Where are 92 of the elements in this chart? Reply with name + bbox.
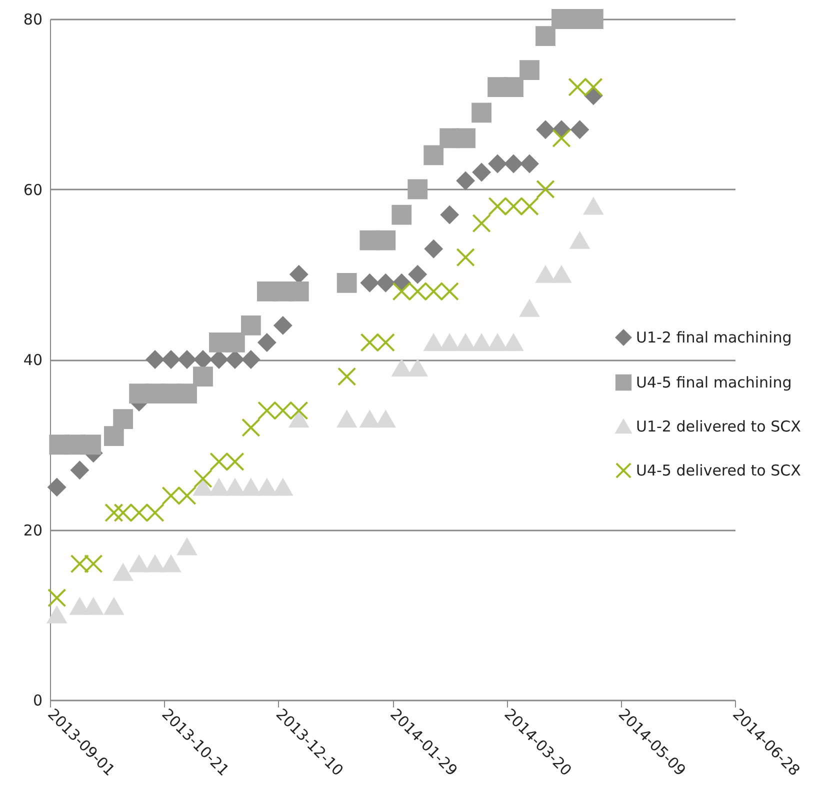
point <box>273 478 293 496</box>
point <box>274 316 292 335</box>
point <box>146 350 164 369</box>
point <box>336 272 357 293</box>
point <box>242 418 260 437</box>
point <box>456 128 476 148</box>
point <box>210 350 228 369</box>
point <box>472 163 491 182</box>
point <box>240 316 261 336</box>
point <box>408 179 428 200</box>
point <box>456 248 475 267</box>
point <box>113 409 134 430</box>
point <box>456 172 475 190</box>
point <box>290 265 308 284</box>
point <box>504 154 523 173</box>
point <box>81 434 102 455</box>
legend-label: U1-2 final machining <box>636 328 792 346</box>
point <box>360 410 380 428</box>
point <box>424 145 444 166</box>
legend-label: U1-2 delivered to SCX <box>636 418 801 436</box>
point <box>440 206 459 224</box>
point <box>360 274 379 292</box>
point <box>257 478 277 496</box>
point <box>337 367 356 386</box>
point <box>504 334 524 351</box>
point <box>536 26 556 46</box>
point <box>47 588 66 608</box>
point <box>408 265 427 284</box>
point <box>392 204 412 225</box>
point <box>376 274 395 292</box>
point <box>472 334 492 351</box>
point <box>488 154 507 173</box>
point <box>241 478 261 496</box>
point <box>584 198 604 215</box>
point <box>129 555 149 572</box>
point <box>194 469 212 488</box>
point <box>536 120 555 139</box>
point <box>536 266 556 283</box>
point <box>162 350 180 369</box>
point <box>70 461 89 480</box>
point <box>226 350 244 369</box>
point <box>472 102 492 123</box>
y-tick-label: 20 <box>23 521 42 540</box>
point <box>424 334 444 351</box>
point <box>177 384 197 404</box>
point <box>47 606 67 624</box>
point <box>104 503 124 522</box>
y-tick-label: 0 <box>32 692 42 710</box>
point <box>376 410 396 428</box>
point <box>504 77 524 98</box>
point <box>337 410 356 428</box>
y-tick-label: 60 <box>23 180 42 199</box>
y-tick-label: 40 <box>23 351 42 369</box>
point <box>552 128 571 148</box>
point <box>392 360 412 377</box>
point <box>193 366 213 386</box>
point <box>424 240 443 258</box>
point <box>536 180 555 199</box>
point <box>472 214 491 233</box>
point <box>242 350 260 369</box>
point <box>258 333 276 352</box>
point <box>552 266 572 283</box>
point <box>408 360 428 377</box>
legend-label: U4-5 delivered to SCX <box>636 462 801 480</box>
point <box>70 598 90 615</box>
point <box>48 478 66 496</box>
point <box>288 281 309 302</box>
point <box>84 598 104 615</box>
point <box>520 154 539 173</box>
point <box>520 60 540 80</box>
point <box>177 538 197 556</box>
point <box>376 230 396 250</box>
point <box>570 120 589 139</box>
point <box>520 300 540 317</box>
legend-label: U4-5 final machining <box>636 374 792 392</box>
point <box>440 334 460 351</box>
point <box>161 555 181 572</box>
point <box>289 410 309 428</box>
point <box>209 478 229 496</box>
point <box>178 350 196 369</box>
point <box>145 555 165 572</box>
point <box>104 426 124 446</box>
point <box>570 232 590 249</box>
point <box>488 334 508 351</box>
y-tick-label: 80 <box>23 10 42 28</box>
point <box>194 350 212 369</box>
point <box>193 478 213 496</box>
point <box>225 478 245 496</box>
point <box>456 334 476 351</box>
point <box>225 332 245 352</box>
point <box>113 564 133 581</box>
point <box>104 598 124 615</box>
